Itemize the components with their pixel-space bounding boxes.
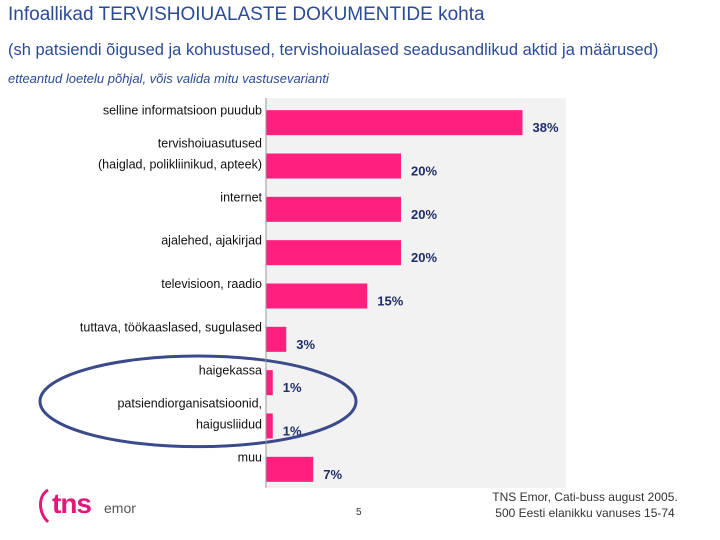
- source-line-1: TNS Emor, Cati-buss august 2005.: [492, 490, 678, 504]
- data-label-9: 7%: [323, 467, 342, 482]
- category-label-1: selline informatsioon puudub: [103, 104, 262, 118]
- source-line-2: 500 Eesti elanikku vanuses 15-74: [495, 506, 675, 520]
- chart-title: Infoallikad TERVISHOIUALASTE DOKUMENTIDE…: [8, 4, 485, 25]
- category-label-2-line-2: (haiglad, polikliinikud, apteek): [98, 158, 262, 172]
- bar-3: [266, 196, 401, 222]
- category-label-9: muu: [238, 450, 262, 464]
- category-label-2-line-1: tervishoiuasutused: [158, 137, 262, 151]
- bar-1: [266, 110, 523, 136]
- data-label-3: 20%: [411, 207, 437, 222]
- bar-6: [266, 326, 287, 352]
- highlight-ellipse: [38, 354, 358, 449]
- bar-2: [266, 153, 401, 179]
- category-label-8-line-2: haigusliidud: [196, 418, 262, 432]
- category-label-3: internet: [220, 190, 262, 204]
- data-label-8: 1%: [283, 424, 302, 439]
- category-label-5: televisioon, raadio: [161, 277, 262, 291]
- bar-4: [266, 240, 401, 266]
- bar-5: [266, 283, 368, 309]
- bar-7: [266, 370, 273, 396]
- page-number: 5: [356, 507, 362, 518]
- data-label-2: 20%: [411, 164, 437, 179]
- data-label-7: 1%: [283, 380, 302, 395]
- logo-swoosh-icon: [39, 488, 50, 524]
- chart-subtitle: (sh patsiendi õigused ja kohustused, ter…: [8, 41, 659, 59]
- category-label-8-line-1: patsiendiorganisatsioonid,: [117, 397, 262, 411]
- tns-emor-logo: tns emor: [34, 486, 154, 526]
- category-label-4: ajalehed, ajakirjad: [161, 234, 262, 248]
- logo-emor-text: emor: [104, 500, 136, 516]
- logo-tns-text: tns: [52, 488, 92, 519]
- bar-8: [266, 413, 273, 439]
- data-label-6: 3%: [296, 337, 315, 352]
- category-label-6: tuttava, töökaaslased, sugulased: [80, 320, 262, 334]
- category-label-7: haigekassa: [199, 364, 262, 378]
- data-label-1: 38%: [533, 120, 559, 135]
- data-label-4: 20%: [411, 250, 437, 265]
- source-note: TNS Emor, Cati-buss august 2005. 500 Ees…: [470, 489, 700, 521]
- bar-9: [266, 456, 314, 482]
- chart-note: etteantud loetelu põhjal, võis valida mi…: [8, 71, 329, 86]
- data-label-5: 15%: [377, 294, 403, 309]
